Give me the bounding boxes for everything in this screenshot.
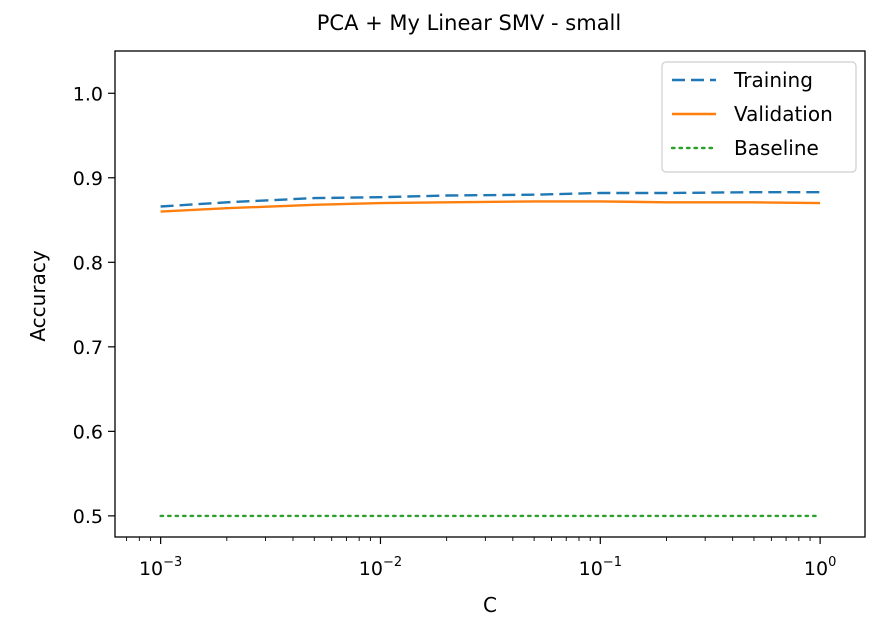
- x-axis-label: C: [483, 593, 497, 617]
- x-tick-base: 10: [579, 558, 603, 580]
- y-tick-label: 0.6: [73, 421, 103, 443]
- x-tick-exponent: −1: [603, 555, 622, 570]
- y-tick-label: 0.9: [73, 168, 103, 190]
- legend-label-baseline: Baseline: [734, 136, 819, 160]
- plot-frame: [114, 50, 866, 538]
- x-tick-exponent: 0: [828, 555, 836, 570]
- x-tick-exponent: −3: [163, 555, 182, 570]
- x-tick-label: 10−1: [579, 555, 622, 580]
- y-tick-label: 1.0: [73, 83, 103, 105]
- chart-title: PCA + My Linear SMV - small: [317, 11, 621, 35]
- y-axis-label: Accuracy: [26, 250, 50, 341]
- x-tick-base: 10: [139, 558, 163, 580]
- x-tick-label: 100: [804, 555, 836, 580]
- series-line-training: [160, 190, 821, 208]
- series-layer: [159, 190, 822, 518]
- legend-label-validation: Validation: [734, 102, 833, 126]
- y-axis: 0.5 0.6 0.7 0.8 0.9 1.0: [73, 83, 115, 528]
- y-tick-label: 0.5: [73, 506, 103, 528]
- legend-label-training: Training: [733, 68, 813, 92]
- x-tick-exponent: −2: [383, 555, 402, 570]
- x-tick-label: 10−3: [139, 555, 182, 580]
- legend-box: [661, 61, 857, 173]
- y-tick-label: 0.7: [73, 337, 103, 359]
- legend: Training Validation Baseline: [661, 61, 857, 173]
- x-tick-base: 10: [804, 558, 828, 580]
- x-tick-label: 10−2: [359, 555, 402, 580]
- x-tick-base: 10: [359, 558, 383, 580]
- x-axis: 10−3 10−2 10−1 100: [126, 537, 836, 580]
- series-line-validation: [160, 200, 821, 213]
- y-tick-label: 0.8: [73, 252, 103, 274]
